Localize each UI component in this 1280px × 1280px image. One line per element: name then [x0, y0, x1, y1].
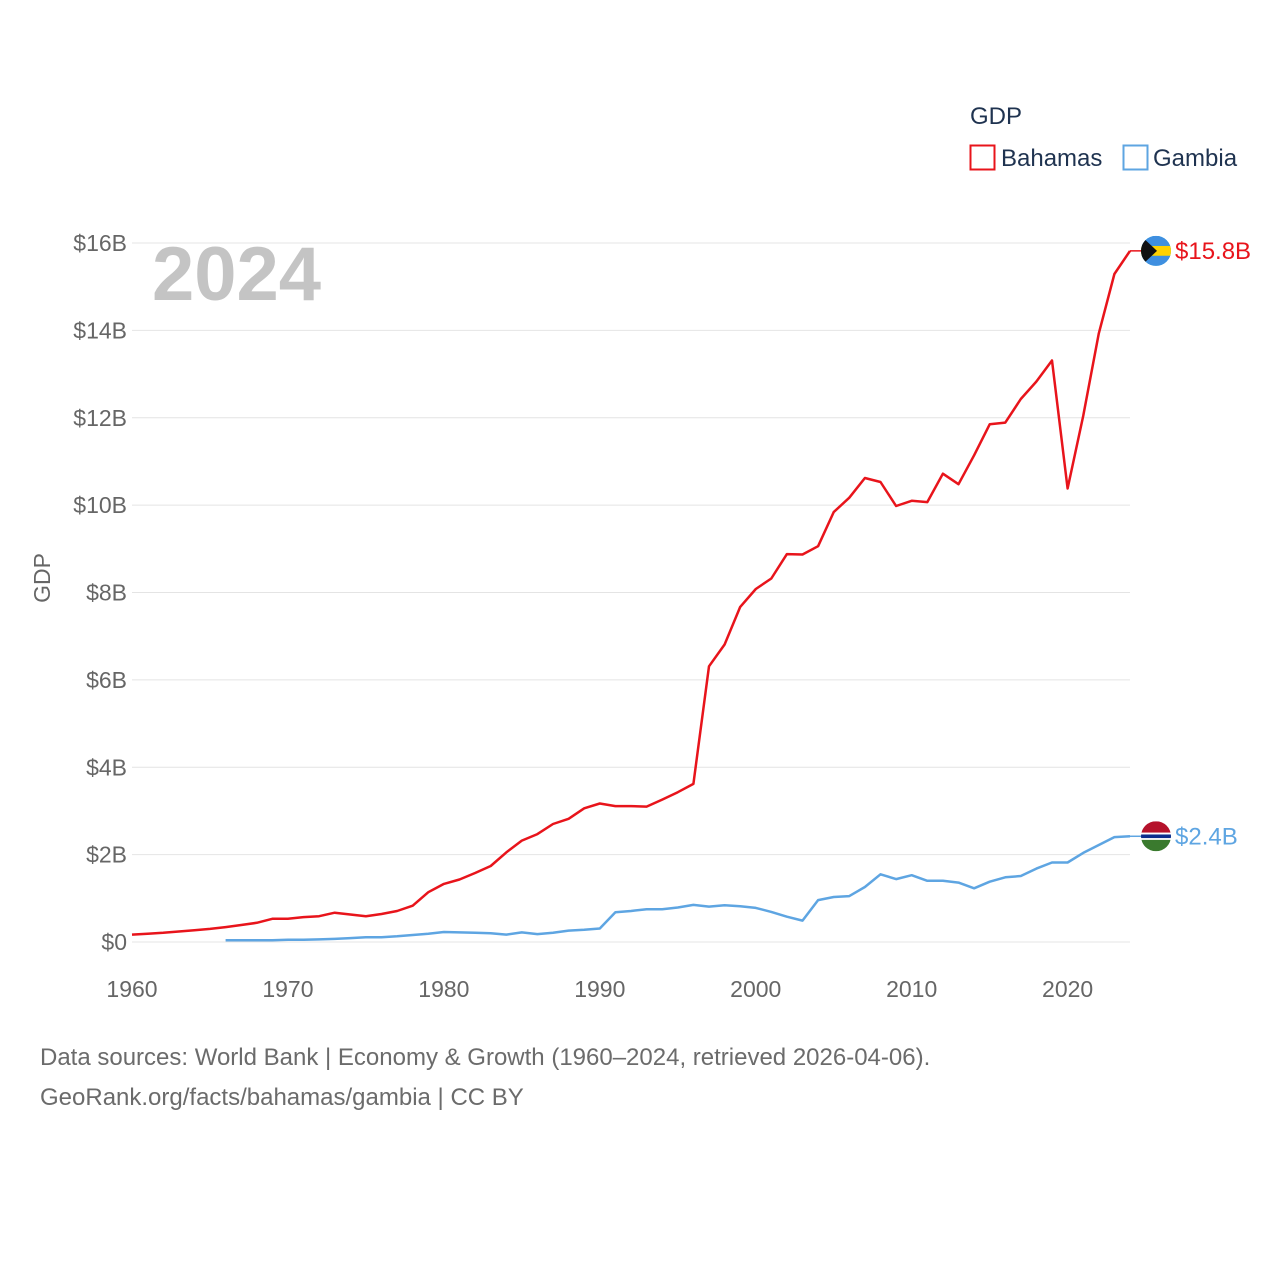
end-value-label-bahamas: $15.8B	[1175, 238, 1251, 265]
x-axis-ticks: 1960 1970 1980 1990 2000 2010 2020	[106, 976, 1093, 1002]
y-tick-label: $10B	[73, 492, 127, 518]
legend-label-gambia: Gambia	[1153, 145, 1238, 172]
x-tick-label: 2010	[886, 976, 937, 1002]
x-tick-label: 1990	[574, 976, 625, 1002]
legend-label-bahamas: Bahamas	[1001, 145, 1102, 172]
gambia-flag	[1141, 821, 1171, 852]
legend: GDP Bahamas Gambia	[969, 103, 1238, 172]
series-lines	[131, 250, 1132, 942]
footer-sources: Data sources: World Bank | Economy & Gro…	[40, 1044, 931, 1071]
y-tick-label: $2B	[86, 842, 127, 868]
legend-title: GDP	[970, 103, 1022, 130]
footer-attribution: GeoRank.org/facts/bahamas/gambia | CC BY	[40, 1084, 524, 1111]
legend-swatch-gambia	[1122, 144, 1149, 171]
y-tick-label: $12B	[73, 405, 127, 431]
bahamas-flag	[1141, 235, 1171, 266]
y-tick-label: $4B	[86, 754, 127, 780]
end-value-label-gambia: $2.4B	[1175, 823, 1238, 850]
legend-swatch-bahamas	[969, 144, 996, 171]
y-tick-label: $0	[101, 929, 127, 955]
y-tick-label: $8B	[86, 580, 127, 606]
x-tick-label: 2000	[730, 976, 781, 1002]
legend-item-bahamas[interactable]: Bahamas	[969, 144, 1103, 172]
legend-item-gambia[interactable]: Gambia	[1122, 144, 1238, 172]
y-tick-label: $6B	[86, 667, 127, 693]
gdp-line-chart: $0$2B$4B$6B$8B$10B$12B$14B$16B 1960 1970 1…	[29, 103, 1251, 1002]
series-line-bahamas	[131, 250, 1132, 936]
x-tick-label: 1970	[262, 976, 313, 1002]
x-tick-label: 1980	[418, 976, 469, 1002]
end-markers: $15.8B $2.4B	[1130, 235, 1251, 852]
gridlines	[132, 242, 1130, 943]
x-tick-label: 2020	[1042, 976, 1093, 1002]
x-tick-label: 1960	[106, 976, 157, 1002]
y-axis-label: GDP	[29, 553, 55, 603]
y-axis-ticks: $0 $2B $4B $6B $8B $10B $12B $14B $16B	[73, 230, 127, 955]
year-label: 2024	[152, 232, 321, 317]
y-tick-label: $16B	[73, 230, 127, 256]
series-line-gambia	[225, 835, 1131, 942]
y-tick-label: $14B	[73, 317, 127, 343]
